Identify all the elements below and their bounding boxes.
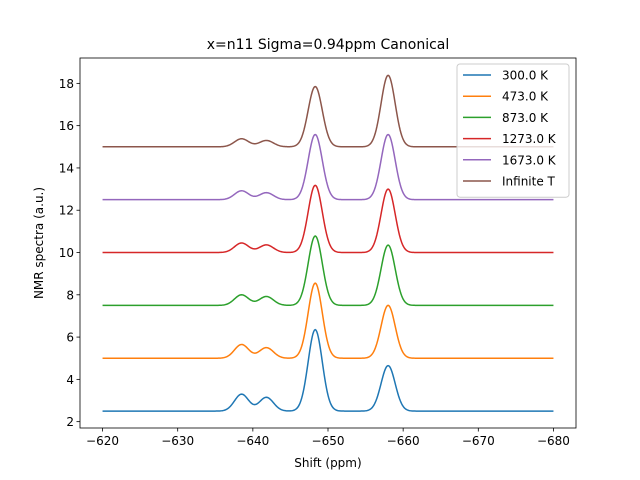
y-tick-label: 4 [66, 373, 74, 387]
y-tick-label: 18 [59, 77, 74, 91]
y-tick-label: 12 [59, 204, 74, 218]
x-tick-label: −620 [86, 434, 119, 448]
y-tick-label: 2 [66, 415, 74, 429]
legend: 300.0 K 473.0 K 873.0 K 1273.0 K 1673.0 K Inf… [456, 63, 570, 198]
x-tick-label: −630 [161, 434, 194, 448]
y-axis-label: NMR spectra (a.u.) [32, 187, 46, 299]
x-tick-label: −680 [537, 434, 570, 448]
series-line-3 [102, 184, 554, 254]
axes: −620 −630 −640 −650 −660 −670 −680 2 4 6 8 10 12 14 16… [59, 57, 577, 448]
series-line-0 [102, 328, 554, 412]
y-tick-label: 6 [66, 331, 74, 345]
legend-entry-1: 473.0 K [502, 90, 549, 104]
x-tick-label: −650 [312, 434, 345, 448]
legend-box [456, 63, 570, 198]
chart-title: x=n11 Sigma=0.94ppm Canonical [207, 37, 450, 53]
series-line-2 [102, 235, 554, 307]
legend-entry-4: 1673.0 K [502, 153, 557, 167]
legend-entry-0: 300.0 K [502, 69, 549, 83]
y-tick-label: 14 [59, 161, 74, 175]
x-axis-label: Shift (ppm) [294, 456, 361, 470]
x-tick-label: −660 [387, 434, 420, 448]
legend-entry-5: Infinite T [502, 175, 556, 189]
plot-area [102, 74, 554, 412]
x-tick-label: −670 [462, 434, 495, 448]
x-tick-label: −640 [236, 434, 269, 448]
y-tick-label: 10 [59, 246, 74, 260]
y-tick-label: 8 [66, 288, 74, 302]
legend-entry-3: 1273.0 K [502, 132, 557, 146]
series-line-1 [102, 282, 554, 359]
legend-entry-2: 873.0 K [502, 111, 549, 125]
y-tick-label: 16 [59, 119, 74, 133]
series-line-4 [102, 133, 554, 201]
